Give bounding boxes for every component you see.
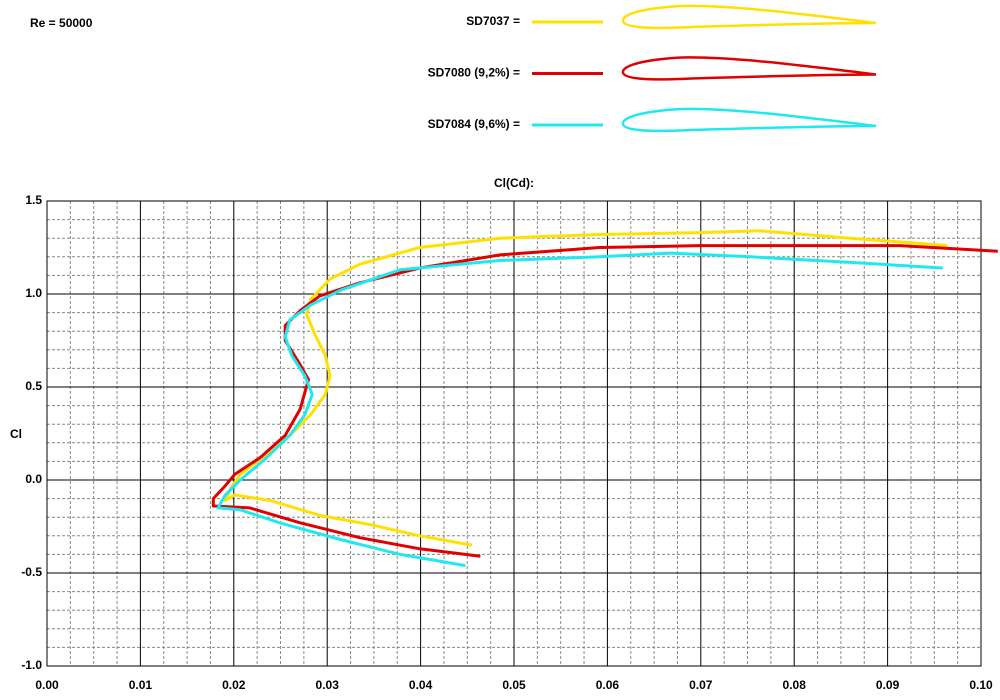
- x-tick-label: 0.09: [876, 678, 900, 692]
- airfoil-icon: [621, 56, 877, 81]
- x-tick-label: 0.01: [129, 678, 153, 692]
- y-tick-label: 1.5: [25, 193, 42, 207]
- annotation: Re = 50000: [30, 16, 93, 30]
- plot-frame: [46, 200, 982, 667]
- airfoil-icon: [621, 4, 877, 30]
- chart-title: Cl(Cd):: [494, 176, 534, 190]
- airfoil-icon: [621, 107, 877, 133]
- y-axis-label: Cl: [10, 427, 22, 441]
- y-tick-label: 0.0: [25, 472, 42, 486]
- x-tick-label: 0.06: [596, 678, 620, 692]
- x-tick-label: 0.02: [222, 678, 246, 692]
- series-line: [211, 244, 998, 558]
- y-tick-label: -1.0: [21, 658, 42, 672]
- legend-label: SD7080 (9,2%) =: [428, 66, 520, 80]
- x-tick-label: 0.00: [35, 678, 59, 692]
- y-tick-label: 1.0: [25, 286, 42, 300]
- y-tick-label: -0.5: [21, 565, 42, 579]
- series-line: [216, 251, 943, 568]
- legend-label: SD7037 =: [466, 14, 520, 28]
- x-tick-label: 0.08: [783, 678, 807, 692]
- y-tick-label: 0.5: [25, 379, 42, 393]
- x-tick-label: 0.03: [316, 678, 340, 692]
- x-tick-label: 0.05: [502, 678, 526, 692]
- series-line: [223, 229, 948, 547]
- x-tick-label: 0.04: [409, 678, 433, 692]
- legend-label: SD7084 (9,6%) =: [428, 117, 520, 131]
- x-tick-label: 0.07: [689, 678, 713, 692]
- x-tick-label: 0.10: [969, 678, 993, 692]
